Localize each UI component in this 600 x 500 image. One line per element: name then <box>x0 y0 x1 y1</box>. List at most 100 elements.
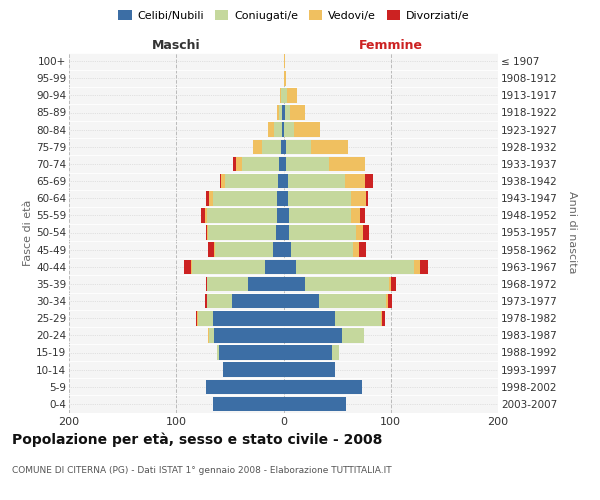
Bar <box>268 122 274 137</box>
Bar <box>290 105 305 120</box>
Text: Femmine: Femmine <box>359 38 423 52</box>
Bar <box>284 311 335 326</box>
Bar <box>224 174 278 188</box>
Bar <box>287 88 298 102</box>
Bar <box>284 122 294 137</box>
Bar <box>284 174 288 188</box>
Bar <box>206 276 208 291</box>
Bar <box>273 242 284 257</box>
Bar <box>215 242 273 257</box>
Bar <box>208 276 248 291</box>
Y-axis label: Fasce di età: Fasce di età <box>23 200 33 266</box>
Bar <box>366 191 368 206</box>
Bar <box>281 140 284 154</box>
Bar <box>288 174 344 188</box>
Bar <box>291 242 353 257</box>
Bar <box>284 260 296 274</box>
Bar <box>305 276 389 291</box>
Bar <box>311 140 348 154</box>
Bar <box>217 345 219 360</box>
Bar <box>280 88 281 102</box>
Bar <box>296 260 415 274</box>
Bar <box>351 191 366 206</box>
Bar <box>277 191 284 206</box>
Bar <box>365 174 373 188</box>
Bar <box>284 208 289 222</box>
Bar <box>236 156 242 171</box>
Bar <box>221 174 224 188</box>
Bar <box>319 294 386 308</box>
Bar <box>284 396 346 411</box>
Bar <box>356 225 363 240</box>
Bar <box>277 105 279 120</box>
Bar <box>284 328 343 342</box>
Bar <box>214 242 215 257</box>
Bar <box>208 225 276 240</box>
Bar <box>332 345 339 360</box>
Bar <box>206 191 209 206</box>
Bar <box>284 140 286 154</box>
Y-axis label: Anni di nascita: Anni di nascita <box>567 191 577 274</box>
Bar <box>363 225 370 240</box>
Bar <box>288 191 351 206</box>
Bar <box>284 345 332 360</box>
Bar <box>381 311 382 326</box>
Bar <box>386 294 388 308</box>
Bar <box>219 345 284 360</box>
Bar <box>213 191 277 206</box>
Bar <box>279 105 283 120</box>
Bar <box>284 242 291 257</box>
Bar <box>232 294 284 308</box>
Bar <box>191 260 193 274</box>
Bar <box>208 208 277 222</box>
Bar <box>284 276 305 291</box>
Bar <box>284 105 290 120</box>
Bar <box>276 225 284 240</box>
Bar <box>359 242 366 257</box>
Bar <box>278 174 284 188</box>
Bar <box>281 88 284 102</box>
Bar <box>205 208 208 222</box>
Bar <box>206 380 284 394</box>
Bar <box>388 294 392 308</box>
Bar <box>208 242 214 257</box>
Bar <box>420 260 428 274</box>
Bar <box>233 156 236 171</box>
Bar <box>343 328 364 342</box>
Bar <box>197 311 198 326</box>
Bar <box>344 174 365 188</box>
Bar <box>391 276 396 291</box>
Bar <box>184 260 191 274</box>
Legend: Celibi/Nubili, Coniugati/e, Vedovi/e, Divorziati/e: Celibi/Nubili, Coniugati/e, Vedovi/e, Di… <box>114 6 474 25</box>
Bar <box>284 294 319 308</box>
Bar <box>329 156 365 171</box>
Bar <box>242 156 279 171</box>
Bar <box>196 311 197 326</box>
Bar <box>389 276 391 291</box>
Bar <box>208 328 209 342</box>
Bar <box>353 242 359 257</box>
Bar <box>277 208 284 222</box>
Bar <box>382 311 385 326</box>
Bar <box>294 122 320 137</box>
Bar <box>283 105 284 120</box>
Bar <box>274 122 283 137</box>
Bar <box>284 225 289 240</box>
Bar <box>359 208 365 222</box>
Bar <box>289 208 351 222</box>
Bar <box>284 191 288 206</box>
Bar <box>284 88 287 102</box>
Bar <box>415 260 420 274</box>
Bar <box>201 208 205 222</box>
Bar <box>335 311 381 326</box>
Bar <box>213 396 284 411</box>
Bar <box>283 122 284 137</box>
Bar <box>351 208 359 222</box>
Bar <box>223 362 284 377</box>
Text: COMUNE DI CITERNA (PG) - Dati ISTAT 1° gennaio 2008 - Elaborazione TUTTITALIA.IT: COMUNE DI CITERNA (PG) - Dati ISTAT 1° g… <box>12 466 392 475</box>
Bar <box>286 156 329 171</box>
Bar <box>206 225 208 240</box>
Bar <box>220 174 221 188</box>
Bar <box>213 311 284 326</box>
Bar <box>286 140 311 154</box>
